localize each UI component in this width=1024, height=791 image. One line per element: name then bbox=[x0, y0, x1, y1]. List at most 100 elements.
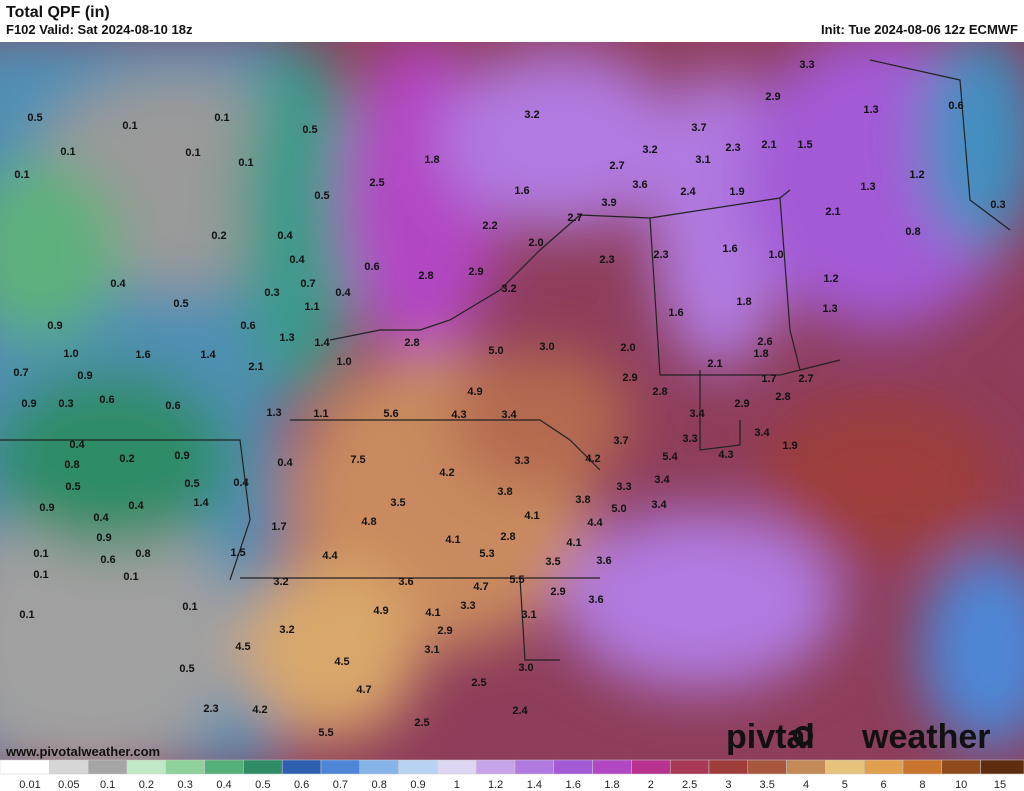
qpf-label: 2.5 bbox=[471, 677, 486, 689]
brand-right: weather bbox=[861, 718, 991, 756]
qpf-label: 1.9 bbox=[729, 186, 744, 198]
qpf-label: 3.2 bbox=[642, 144, 657, 156]
map bbox=[0, 42, 1024, 760]
colorbar-label: 0.9 bbox=[410, 779, 425, 791]
qpf-label: 3.8 bbox=[575, 494, 590, 506]
qpf-label: 2.8 bbox=[500, 531, 515, 543]
colorbar-label: 0.8 bbox=[372, 779, 387, 791]
qpf-label: 0.1 bbox=[33, 569, 48, 581]
colorbar-label: 3.5 bbox=[760, 779, 775, 791]
colorbar-swatch bbox=[786, 759, 826, 775]
qpf-label: 3.4 bbox=[654, 474, 670, 486]
colorbar-label: 0.05 bbox=[58, 779, 79, 791]
qpf-label: 3.7 bbox=[613, 435, 628, 447]
qpf-label: 3.4 bbox=[651, 499, 667, 511]
colorbar-swatch bbox=[165, 759, 205, 775]
qpf-label: 0.8 bbox=[64, 459, 79, 471]
qpf-label: 1.4 bbox=[314, 337, 330, 349]
qpf-label: 3.1 bbox=[424, 644, 439, 656]
qpf-label: 1.1 bbox=[313, 408, 328, 420]
qpf-label: 0.1 bbox=[123, 571, 138, 583]
qpf-label: 3.2 bbox=[273, 576, 288, 588]
colorbar-label: 0.4 bbox=[216, 779, 231, 791]
qpf-label: 1.3 bbox=[863, 104, 878, 116]
qpf-label: 0.3 bbox=[264, 287, 279, 299]
colorbar-swatch bbox=[592, 759, 632, 775]
colorbar-label: 15 bbox=[994, 779, 1006, 791]
qpf-label: 3.4 bbox=[689, 408, 705, 420]
colorbar-label: 8 bbox=[919, 779, 925, 791]
qpf-label: 4.1 bbox=[566, 537, 581, 549]
colorbar-label: 1.4 bbox=[527, 779, 542, 791]
qpf-label: 4.5 bbox=[235, 641, 250, 653]
qpf-label: 0.4 bbox=[277, 230, 293, 242]
colorbar-label: 6 bbox=[881, 779, 887, 791]
qpf-label: 0.9 bbox=[174, 450, 189, 462]
qpf-label: 2.3 bbox=[599, 254, 614, 266]
qpf-label: 2.7 bbox=[609, 160, 624, 172]
qpf-label: 3.6 bbox=[588, 594, 603, 606]
qpf-label: 4.2 bbox=[252, 704, 267, 716]
qpf-label: 0.5 bbox=[65, 481, 80, 493]
qpf-label: 0.1 bbox=[122, 120, 137, 132]
qpf-label: 0.3 bbox=[58, 398, 73, 410]
qpf-label: 3.3 bbox=[514, 455, 529, 467]
qpf-label: 0.5 bbox=[27, 112, 42, 124]
qpf-label: 1.0 bbox=[336, 356, 351, 368]
qpf-label: 0.1 bbox=[33, 548, 48, 560]
qpf-label: 3.3 bbox=[799, 59, 814, 71]
qpf-label: 0.5 bbox=[314, 190, 329, 202]
qpf-label: 3.3 bbox=[682, 433, 697, 445]
qpf-label: 2.8 bbox=[418, 270, 433, 282]
title: Total QPF (in) bbox=[6, 4, 110, 21]
qpf-label: 1.6 bbox=[514, 185, 529, 197]
qpf-label: 5.5 bbox=[509, 574, 524, 586]
qpf-label: 3.2 bbox=[524, 109, 539, 121]
qpf-label: 4.2 bbox=[585, 453, 600, 465]
qpf-label: 0.1 bbox=[60, 146, 75, 158]
qpf-label: 1.7 bbox=[761, 373, 776, 385]
colorbar-label: 1.6 bbox=[566, 779, 581, 791]
qpf-label: 1.0 bbox=[63, 348, 78, 360]
qpf-label: 1.5 bbox=[797, 139, 812, 151]
qpf-label: 1.2 bbox=[909, 169, 924, 181]
colorbar-swatch bbox=[631, 759, 671, 775]
qpf-label: 0.6 bbox=[364, 261, 379, 273]
qpf-label: 0.9 bbox=[47, 320, 62, 332]
qpf-label: 1.0 bbox=[768, 249, 783, 261]
colorbar-swatch bbox=[437, 759, 477, 775]
qpf-label: 3.2 bbox=[501, 283, 516, 295]
qpf-label: 2.5 bbox=[369, 177, 384, 189]
qpf-label: 1.8 bbox=[424, 154, 439, 166]
qpf-label: 4.8 bbox=[361, 516, 376, 528]
qpf-label: 4.1 bbox=[425, 607, 440, 619]
qpf-label: 2.1 bbox=[825, 206, 840, 218]
qpf-label: 0.6 bbox=[948, 100, 963, 112]
qpf-label: 0.2 bbox=[119, 453, 134, 465]
qpf-label: 3.4 bbox=[501, 409, 517, 421]
colorbar-swatch bbox=[87, 759, 128, 775]
qpf-label: 3.7 bbox=[691, 122, 706, 134]
qpf-label: 0.5 bbox=[184, 478, 199, 490]
qpf-label: 1.2 bbox=[823, 273, 838, 285]
colorbar-swatch bbox=[747, 759, 787, 775]
qpf-label: 2.9 bbox=[468, 266, 483, 278]
colorbar-label: 10 bbox=[955, 779, 967, 791]
qpf-label: 2.5 bbox=[414, 717, 429, 729]
qpf-label: 1.7 bbox=[271, 521, 286, 533]
qpf-label: 2.9 bbox=[437, 625, 452, 637]
qpf-label: 0.4 bbox=[289, 254, 305, 266]
colorbar-label: 1.2 bbox=[488, 779, 503, 791]
qpf-label: 3.8 bbox=[497, 486, 512, 498]
qpf-label: 4.3 bbox=[451, 409, 466, 421]
brand-icon bbox=[793, 726, 813, 746]
init-time: Init: Tue 2024-08-06 12z ECMWF bbox=[821, 22, 1018, 37]
colorbar-swatch bbox=[359, 759, 399, 775]
qpf-label: 3.1 bbox=[695, 154, 710, 166]
qpf-label: 4.9 bbox=[373, 605, 388, 617]
qpf-label: 4.9 bbox=[467, 386, 482, 398]
site-url: www.pivotalweather.com bbox=[5, 744, 160, 759]
qpf-label: 7.5 bbox=[350, 454, 365, 466]
qpf-label: 0.9 bbox=[77, 370, 92, 382]
colorbar-label: 0.7 bbox=[333, 779, 348, 791]
